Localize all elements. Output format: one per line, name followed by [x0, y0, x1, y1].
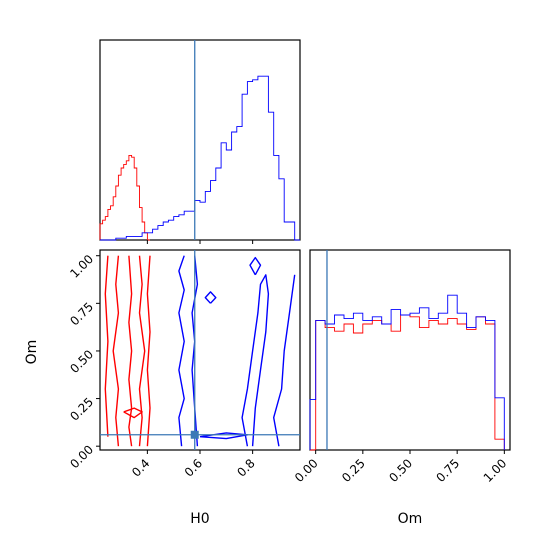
om-x-tick-label: 0.25	[339, 456, 368, 485]
joint-y-axis-label: Om	[24, 340, 40, 365]
joint-y-tick-label: 0.00	[67, 442, 96, 471]
contour-line-series_a	[112, 255, 120, 447]
contour-line-series_b	[204, 291, 217, 304]
contour-line-series_b	[249, 256, 262, 276]
contour-line-series_a	[146, 255, 151, 447]
joint-x-tick-label: 0.8	[234, 456, 257, 479]
joint-y-tick-label: 0.75	[67, 300, 96, 329]
h0-marginal-ticks	[146, 240, 254, 244]
joint-x-tick-label: 0.4	[129, 456, 152, 479]
contour-line-series_a	[104, 255, 109, 437]
contour-line-series_a	[138, 255, 146, 447]
contour-line-series_b	[178, 255, 185, 447]
contour-line-series_b	[199, 432, 249, 440]
h0-histogram-series_a	[99, 154, 150, 241]
om-x-tick-label: 0.75	[433, 456, 462, 485]
joint-y-tick-label: 0.25	[67, 395, 96, 424]
h0-marginal-panel	[99, 39, 301, 244]
joint-y-tick-label: 1.00	[67, 252, 96, 281]
h0-histogram-series	[99, 40, 300, 241]
contour-line-series_a	[123, 407, 143, 419]
h0-histogram-series_b	[100, 75, 300, 241]
contour-line-series_b	[241, 274, 270, 447]
h0-marginal-frame	[99, 39, 301, 241]
joint-x-tick-label: 0.6	[182, 456, 205, 479]
joint-contour-panel: 0.4 0.6 0.8 0.00 0.25 0.50 0.75 1.00 H0 Om	[24, 249, 301, 527]
om-x-tick-label: 0.50	[386, 456, 415, 485]
om-histogram-series_b	[309, 294, 505, 450]
om-x-tick-label: 0.00	[292, 456, 321, 485]
om-marginal-frame	[309, 249, 511, 451]
contour-line-series_b	[273, 274, 296, 447]
contour-line-series_a	[128, 255, 133, 447]
om-x-tick-label: 1.00	[481, 456, 510, 485]
joint-contours-series	[100, 250, 300, 450]
joint-truth-marker	[190, 430, 199, 439]
om-x-axis-label: Om	[398, 511, 423, 527]
om-marginal-ticks: 0.00 0.25 0.50 0.75 1.00	[292, 450, 509, 485]
joint-x-axis-label: H0	[190, 511, 209, 527]
om-histogram-series	[309, 250, 505, 451]
joint-y-tick-label: 0.50	[67, 347, 96, 376]
om-marginal-panel: 0.00 0.25 0.50 0.75 1.00 Om	[292, 249, 511, 527]
joint-axis-ticks: 0.4 0.6 0.8 0.00 0.25 0.50 0.75 1.00	[67, 252, 257, 480]
om-histogram-series_a	[310, 314, 505, 451]
